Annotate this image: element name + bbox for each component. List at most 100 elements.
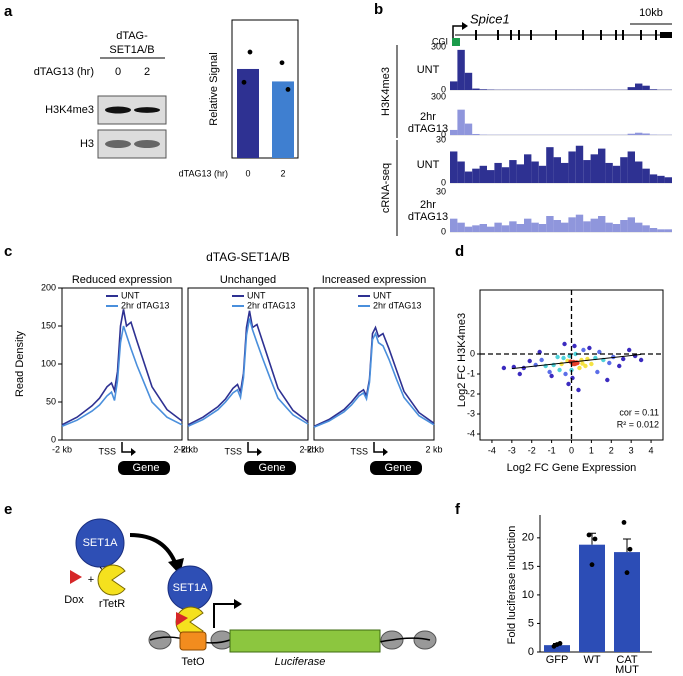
arrow	[129, 533, 178, 566]
track-bar	[568, 217, 576, 232]
x-axis-label: dTAG13 (hr)	[179, 168, 228, 178]
dox-label: Dox	[64, 594, 84, 606]
data-point	[638, 357, 644, 363]
track-bar	[649, 89, 658, 90]
track-bar	[590, 218, 598, 232]
y-tick-label: -2	[467, 388, 475, 398]
track-bar	[494, 222, 502, 232]
tss-arrow-head	[234, 599, 242, 609]
track-tick-label: 0	[441, 129, 446, 139]
track-label: dTAG13	[408, 123, 448, 135]
x-tick-label: CAT	[616, 654, 637, 666]
x-tick-label: -3	[508, 445, 516, 455]
blot-row-label: H3	[80, 138, 94, 150]
track-bar	[605, 162, 613, 183]
track-bar	[561, 162, 569, 183]
x-tick-label: 2	[609, 445, 614, 455]
data-point	[589, 562, 595, 568]
track-bar	[642, 85, 650, 90]
track-bar	[583, 221, 591, 232]
gene-box	[244, 461, 296, 475]
blot-header: dTAG-	[116, 30, 148, 42]
dox-molecule	[176, 612, 188, 626]
data-point	[561, 355, 566, 361]
data-point	[563, 371, 568, 377]
track-bar	[664, 177, 672, 183]
track-bar	[472, 168, 480, 183]
data-point	[547, 369, 552, 375]
bar	[544, 645, 570, 652]
track-bar	[590, 154, 598, 183]
track-bar	[583, 160, 591, 183]
dox-molecule	[70, 570, 82, 584]
data-point	[627, 546, 633, 552]
data-point	[621, 356, 626, 362]
luciferase-label: Luciferase	[275, 656, 326, 668]
y-tick-label: 5	[528, 617, 534, 629]
profile-line	[313, 325, 435, 428]
data-point	[572, 343, 577, 349]
data-point	[607, 360, 612, 366]
y-tick-label: 0	[528, 646, 534, 658]
track-bar	[487, 170, 495, 183]
exon	[660, 32, 672, 38]
track-bar	[538, 224, 547, 232]
x-tick-label: -2	[528, 445, 536, 455]
data-point	[554, 642, 560, 647]
x-label: 2 kb	[425, 444, 442, 454]
legend-label: UNT	[373, 290, 392, 300]
teto-label: TetO	[181, 656, 205, 668]
track-bar	[620, 220, 628, 232]
legend-label: 2hr dTAG13	[247, 300, 295, 310]
tss-arrow-head	[131, 448, 136, 456]
track-bar	[620, 157, 628, 183]
set1a-label: SET1A	[83, 537, 119, 549]
blot-band	[105, 140, 131, 148]
track-bar	[450, 151, 458, 183]
track-bar	[464, 226, 473, 232]
fit-line	[511, 353, 642, 370]
data-point	[555, 354, 560, 360]
track-bar	[627, 217, 635, 232]
blot-band	[105, 106, 131, 114]
track-bar	[516, 224, 524, 232]
track-bar	[516, 164, 524, 183]
gene-label: Gene	[133, 462, 160, 474]
track-bar	[635, 161, 643, 183]
x-tick-label: 3	[629, 445, 634, 455]
track-bar	[568, 151, 576, 183]
teto-box	[179, 631, 207, 651]
group-label: cRNA-seq	[380, 163, 392, 213]
plot-frame	[313, 287, 435, 441]
x-tick-label: -1	[548, 445, 556, 455]
data-point	[566, 381, 571, 387]
gene-label: Gene	[259, 462, 286, 474]
y-axis-label: Relative Signal	[208, 52, 220, 125]
data-point	[581, 347, 586, 353]
exon	[615, 30, 617, 40]
blot-band	[134, 107, 160, 113]
track-bar	[464, 123, 473, 135]
data-point	[557, 367, 562, 373]
annotation: R² = 0.012	[617, 419, 659, 429]
lane-label: 2	[144, 66, 150, 78]
track-bar	[561, 222, 569, 232]
track-bar	[538, 165, 547, 183]
track-bar	[472, 133, 480, 135]
track-bar	[531, 222, 539, 232]
y-tick-label: 15	[522, 560, 534, 572]
x-tick-label: GFP	[546, 654, 569, 666]
x-tick-label: WT	[583, 654, 600, 666]
subtitle: Unchanged	[220, 274, 276, 286]
track-bar	[494, 162, 502, 183]
data-point	[587, 345, 592, 351]
x-tick-label: MUT	[615, 664, 639, 676]
exon	[475, 30, 477, 40]
data-point	[592, 536, 598, 542]
tss-arrow	[121, 442, 132, 453]
track-bar	[612, 224, 621, 232]
track-tick-label: 30	[436, 186, 446, 196]
track-bar	[531, 161, 539, 183]
y-tick-label: 200	[41, 282, 56, 292]
tss-label: TSS	[98, 446, 116, 456]
